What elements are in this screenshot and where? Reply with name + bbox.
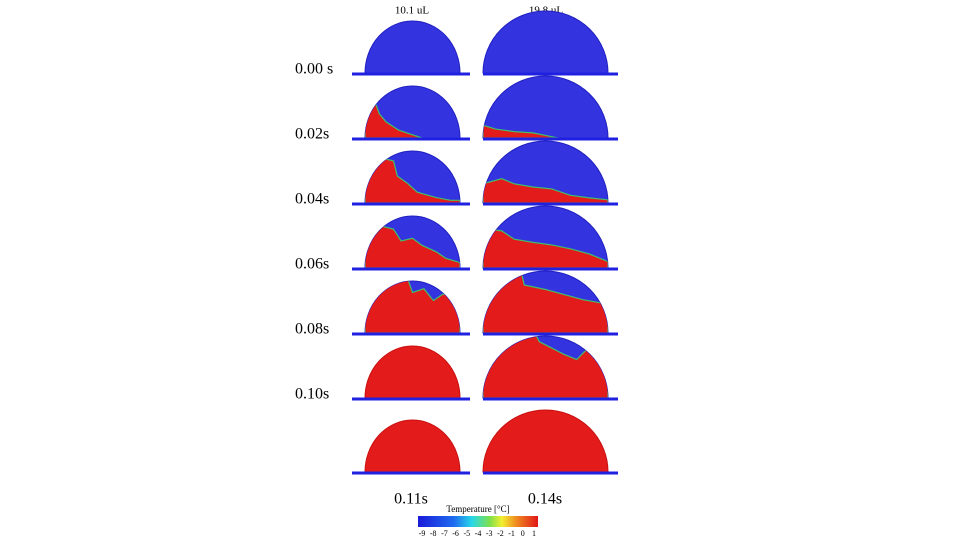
droplet: [364, 419, 461, 473]
time-label: 0.04s: [295, 191, 329, 208]
frozen-region: [483, 270, 608, 333]
droplet: [364, 345, 461, 399]
colorbar-tick-label: -5: [463, 529, 470, 538]
colorbar-tick-label: 1: [532, 529, 536, 538]
time-label: 0.02s: [295, 126, 329, 143]
colorbar-tick-label: 0: [521, 529, 525, 538]
droplet: [482, 75, 609, 139]
colorbar-tick-label: -7: [441, 529, 448, 538]
colorbar-tick-label: -8: [430, 529, 437, 538]
colorbar-tick-label: -1: [508, 529, 515, 538]
frozen-region: [483, 335, 608, 398]
droplet: [482, 409, 609, 473]
colorbar-title: Temperature [°C]: [446, 504, 509, 514]
colorbar-tick-label: -9: [419, 529, 426, 538]
droplet: [482, 10, 609, 74]
time-label: 0.10s: [295, 386, 329, 403]
colorbar-tick-label: -3: [486, 529, 493, 538]
final-time-label: 0.14s: [528, 491, 562, 508]
time-label: 0.06s: [295, 256, 329, 273]
time-label: 0.08s: [295, 321, 329, 338]
column-header: 10.1 uL: [395, 5, 430, 17]
droplet: [364, 20, 461, 74]
colorbar-tick-label: -2: [497, 529, 504, 538]
frozen-region: [365, 281, 460, 333]
colorbar-tick-label: -6: [452, 529, 459, 538]
colorbar-tick-label: -4: [475, 529, 482, 538]
frozen-region: [483, 178, 608, 203]
colorbar: [418, 516, 538, 527]
frozen-region: [365, 221, 460, 268]
final-time-label: 0.11s: [394, 491, 428, 508]
time-label: 0.00 s: [295, 61, 333, 78]
